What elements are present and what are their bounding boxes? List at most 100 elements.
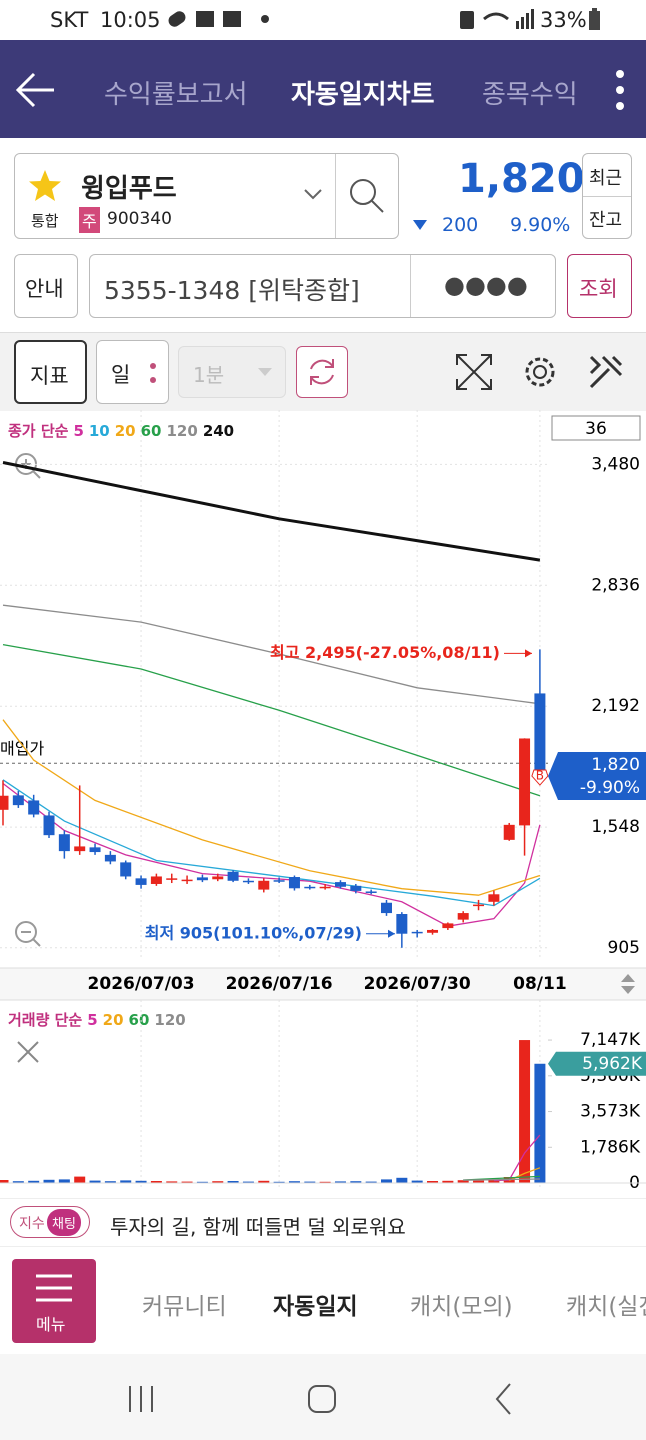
side-buttons: 최근 잔고: [582, 153, 632, 239]
bottom-nav: 메뉴 커뮤니티 자동일지 캐치(모의) 캐치(실전): [0, 1246, 646, 1355]
menu-icon: [36, 1274, 72, 1302]
legend: 거래량 단순 5 20 60 120: [8, 1011, 186, 1029]
query-button[interactable]: 조회: [567, 254, 632, 318]
tab[interactable]: 종목수익: [482, 80, 578, 110]
change-rate: 9.90%: [510, 214, 571, 236]
candle-body: [534, 693, 546, 777]
volume-bar: [365, 1181, 377, 1183]
volume-bar: [196, 1181, 208, 1183]
zoom-out[interactable]: [15, 921, 41, 947]
candle-body: [135, 878, 147, 885]
volume-bar: [104, 1181, 116, 1183]
volume-bar: [534, 1063, 546, 1183]
volume-bar: [166, 1181, 178, 1183]
candle-body: [43, 815, 55, 836]
volume-bar: [304, 1181, 316, 1183]
info-label: 안내: [25, 277, 64, 301]
ma-line: [463, 1178, 540, 1181]
y-tick-label: 2,192: [591, 696, 640, 716]
volume-badge: [548, 1051, 646, 1076]
candle-body: [150, 876, 162, 884]
search-button[interactable]: [347, 176, 387, 216]
candle-body: [166, 878, 178, 880]
candle-body: [273, 880, 285, 882]
tools-button[interactable]: [587, 353, 625, 391]
candle-body: [104, 854, 116, 862]
volume-bar: [58, 1179, 70, 1183]
divider: [410, 255, 411, 317]
close-volume[interactable]: [17, 1041, 39, 1063]
volume-bar: [273, 1181, 285, 1183]
x-tick-label: 08/11: [513, 974, 567, 994]
volume-label: 5,962K: [582, 1054, 643, 1074]
balance-button[interactable]: 잔고: [589, 210, 623, 231]
tab[interactable]: 수익률보고서: [104, 80, 248, 110]
candle-body: [258, 880, 270, 890]
buy-marker-shape: [531, 769, 549, 786]
candle-body: [396, 914, 408, 934]
volume-bar: [519, 1040, 531, 1183]
legend-entry: 5: [73, 422, 83, 440]
candle-body: [334, 882, 346, 887]
menu-button[interactable]: 메뉴: [12, 1259, 96, 1343]
divider: [335, 154, 336, 238]
banner[interactable]: 지수 채팅 투자의 길, 함께 떠들면 덜 외로워요: [0, 1198, 646, 1247]
favorite-star[interactable]: [27, 168, 63, 204]
period-button[interactable]: 일: [96, 340, 169, 404]
volume-bar: [74, 1176, 86, 1183]
down-arrow: [413, 220, 427, 230]
scroll-arrows[interactable]: [621, 974, 635, 994]
candle-body: [120, 862, 132, 877]
dropdown[interactable]: [303, 188, 323, 202]
system-buttons[interactable]: [0, 1354, 646, 1440]
candle-body: [488, 894, 500, 902]
ma-line: [2, 643, 541, 797]
time: 10:05: [100, 8, 161, 32]
info-button[interactable]: 안내: [14, 254, 78, 318]
date-axis-band: [0, 968, 646, 1000]
query-label: 조회: [579, 277, 618, 301]
divider: [583, 196, 631, 197]
nav-item-active[interactable]: 자동일지: [273, 1294, 358, 1320]
volume-bar: [381, 1179, 392, 1183]
stock-code: 900340: [107, 209, 172, 229]
legend-entry: 120: [154, 1011, 185, 1029]
legend-entry: 240: [203, 422, 234, 440]
candle-body: [89, 847, 101, 853]
volume-bar: [150, 1181, 162, 1183]
volume-bar: [242, 1181, 254, 1183]
x-tick-label: 2026/07/16: [226, 974, 333, 994]
period-more: [150, 363, 156, 383]
tab-active[interactable]: 자동일지차트: [291, 80, 435, 110]
volume-bar: [427, 1181, 439, 1183]
more-button[interactable]: [612, 68, 628, 112]
volume-bar: [488, 1179, 500, 1183]
system-nav: [0, 1354, 646, 1440]
candle-body: [473, 904, 485, 907]
candle-body: [196, 877, 208, 881]
candle-body: [288, 877, 300, 889]
stock-selector[interactable]: 윙입푸드 통합 주 900340: [14, 153, 399, 239]
ma-line: [493, 1134, 541, 1182]
y-tick-label: 1,786K: [580, 1137, 641, 1157]
legend-entry: 20: [115, 422, 136, 440]
banner-tag: 지수 채팅: [10, 1206, 90, 1238]
candle-body: [212, 876, 224, 880]
back-button[interactable]: [14, 70, 56, 110]
expand-button[interactable]: [455, 353, 493, 391]
legend-entry: 60: [129, 1011, 150, 1029]
y-tick-label: 3,573K: [580, 1102, 641, 1122]
recent-button[interactable]: 최근: [589, 168, 623, 189]
nav-item[interactable]: 캐치(실전): [566, 1294, 646, 1320]
volume-bar: [43, 1179, 55, 1183]
refresh-button[interactable]: [296, 346, 348, 398]
interval-selector[interactable]: 1분: [178, 346, 286, 398]
volume-bar: [457, 1180, 469, 1183]
account-selector[interactable]: 5355-1348 [위탁종합] ●●●●: [89, 254, 556, 318]
settings-button[interactable]: [521, 353, 559, 391]
nav-item[interactable]: 커뮤니티: [142, 1294, 227, 1320]
indicator-button[interactable]: 지표: [14, 340, 87, 404]
buy-marker: B: [536, 769, 544, 783]
nav-item[interactable]: 캐치(모의): [410, 1294, 513, 1320]
